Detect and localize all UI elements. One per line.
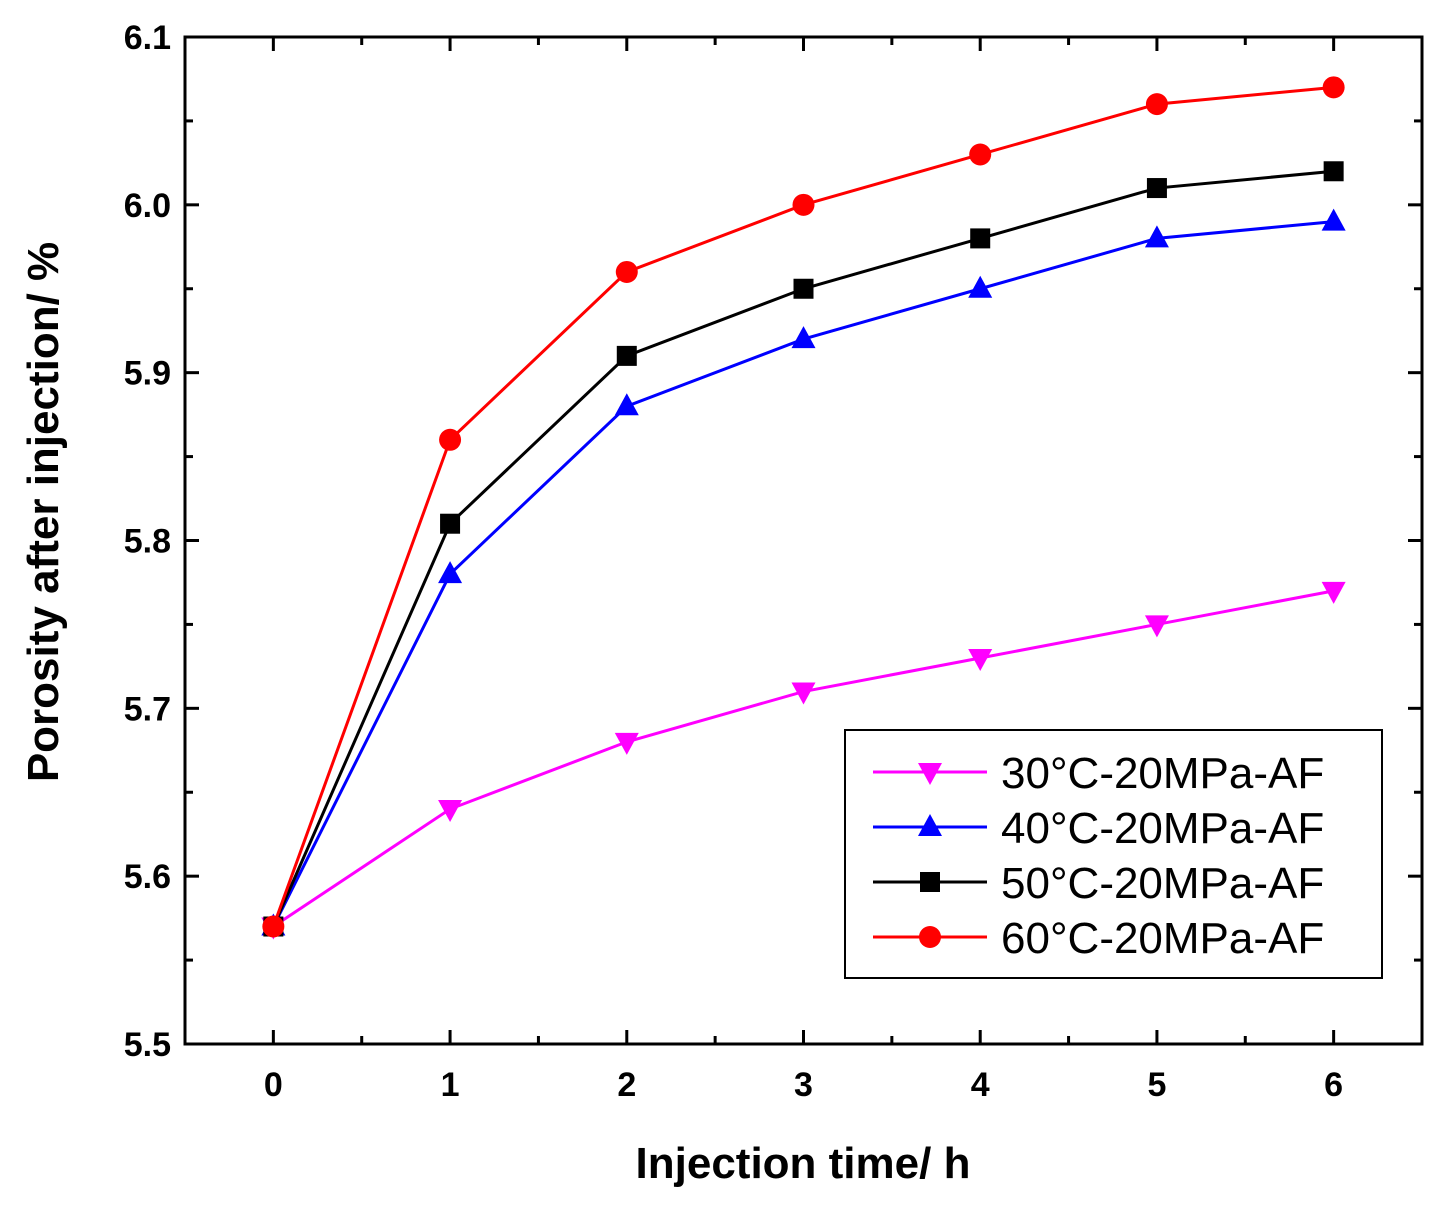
y-tick-label: 5.8	[124, 523, 171, 561]
x-tick-label: 5	[1147, 1066, 1166, 1104]
x-tick-label: 0	[264, 1066, 283, 1104]
data-point	[968, 275, 993, 298]
legend-item: 40°C-20MPa-AF	[873, 804, 1324, 853]
axis-ticks: 0 1 2 3 4 5 6 5.5 5.6 5.7 5.8 5.9 6.0 6.1	[124, 19, 1424, 1104]
data-point	[970, 228, 991, 249]
x-tick-label: 2	[617, 1066, 636, 1104]
data-point	[1323, 161, 1344, 182]
legend-label: 40°C-20MPa-AF	[1001, 804, 1324, 853]
data-point	[1144, 615, 1169, 638]
y-tick-label: 6.0	[124, 187, 171, 225]
data-point	[438, 800, 463, 823]
data-point	[791, 682, 816, 705]
legend-marker	[918, 763, 942, 785]
x-tick-label: 3	[794, 1066, 813, 1104]
y-tick-label: 5.9	[124, 355, 171, 393]
x-axis-title: Injection time/ h	[636, 1139, 971, 1188]
series-4	[262, 76, 1345, 938]
y-axis-title: Porosity after injection/ %	[19, 242, 68, 782]
y-tick-label: 5.5	[124, 1026, 171, 1064]
legend-item: 30°C-20MPa-AF	[873, 749, 1324, 798]
data-point	[614, 393, 639, 416]
data-point	[262, 915, 285, 938]
series-layer	[261, 76, 1346, 940]
data-point	[438, 561, 463, 584]
x-tick-label: 4	[971, 1066, 990, 1104]
legend-marker	[920, 872, 940, 892]
data-point	[1321, 208, 1346, 231]
x-tick-label: 6	[1324, 1066, 1343, 1104]
y-tick-label: 5.7	[124, 690, 171, 728]
data-point	[616, 345, 637, 366]
data-point	[1321, 581, 1346, 604]
x-tick-label: 1	[441, 1066, 460, 1104]
data-point	[968, 648, 993, 671]
data-point	[792, 193, 815, 216]
data-point	[1322, 76, 1345, 99]
legend-item: 60°C-20MPa-AF	[873, 914, 1324, 963]
y-tick-label: 6.1	[124, 19, 171, 57]
y-tick-label: 5.6	[124, 858, 171, 896]
data-point	[439, 428, 462, 451]
data-point	[1144, 225, 1169, 248]
data-point	[791, 326, 816, 349]
legend-label: 60°C-20MPa-AF	[1001, 914, 1324, 963]
legend-label: 30°C-20MPa-AF	[1001, 749, 1324, 798]
legend-item: 50°C-20MPa-AF	[873, 859, 1324, 908]
legend-label: 50°C-20MPa-AF	[1001, 859, 1324, 908]
data-point	[614, 732, 639, 755]
data-point	[1146, 178, 1167, 199]
data-point	[440, 513, 461, 534]
legend-marker	[918, 814, 942, 836]
data-point	[969, 143, 992, 166]
data-point	[793, 278, 814, 299]
legend: 30°C-20MPa-AF 40°C-20MPa-AF 50°C-20MPa-AF 6…	[844, 729, 1383, 979]
legend-marker	[919, 926, 941, 948]
data-point	[1145, 93, 1168, 116]
data-point	[615, 260, 638, 283]
